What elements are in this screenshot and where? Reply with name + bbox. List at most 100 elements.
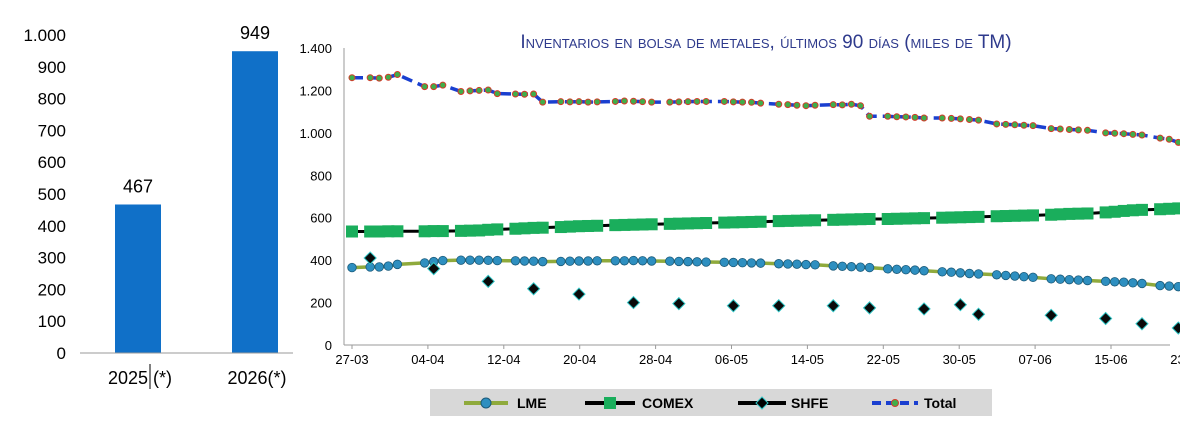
line-y-tick-label: 800 xyxy=(310,168,332,183)
total-point xyxy=(1074,126,1082,134)
total-point xyxy=(938,114,946,122)
lme-point xyxy=(810,260,820,270)
lme-point xyxy=(556,256,566,267)
lme-point xyxy=(1164,281,1174,291)
total-point xyxy=(530,90,538,98)
total-point xyxy=(684,98,692,106)
comex-point xyxy=(999,210,1012,223)
lme-point xyxy=(846,262,857,272)
total-point xyxy=(575,98,583,106)
total-point xyxy=(366,74,374,82)
comex-point xyxy=(1108,205,1121,218)
bar-chart: 0 100 200 300 400 500 600 700 800 900 1.000 467 202… xyxy=(23,23,293,389)
comex-point xyxy=(945,211,958,224)
bar-y-axis-ticks: 0 100 200 300 400 500 600 700 800 900 1.000 xyxy=(23,26,66,363)
comex-point xyxy=(809,214,822,227)
lme-point xyxy=(456,255,466,265)
total-point xyxy=(384,73,392,81)
lme-point xyxy=(937,267,947,277)
lme-point xyxy=(392,259,403,270)
comex-point xyxy=(1117,204,1130,217)
total-point xyxy=(584,98,592,106)
line-y-tick-label: 1.200 xyxy=(299,83,332,98)
shfe-point xyxy=(363,251,377,265)
total-point xyxy=(702,97,710,105)
comex-point xyxy=(954,211,967,224)
total-point xyxy=(557,98,565,106)
lme-point xyxy=(665,256,675,266)
total-point xyxy=(738,98,746,106)
comex-point xyxy=(700,217,713,230)
total-point xyxy=(439,81,447,89)
comex-point xyxy=(890,212,903,225)
bar-y-tick-label: 900 xyxy=(38,58,66,77)
legend-swatch-marker xyxy=(604,397,616,409)
shfe-point xyxy=(481,274,495,289)
legend-item-lme: LME xyxy=(464,395,547,411)
total-point xyxy=(1011,121,1019,129)
total-point xyxy=(748,98,756,106)
comex-point xyxy=(1017,209,1030,222)
total-point xyxy=(1129,130,1137,138)
comex-point xyxy=(908,212,921,225)
lme-point xyxy=(347,262,357,273)
total-point xyxy=(893,113,901,121)
shfe-point xyxy=(772,299,786,313)
legend-label: Total xyxy=(924,395,956,411)
comex-point xyxy=(1008,209,1021,222)
total-point xyxy=(729,98,737,106)
comex-point xyxy=(518,222,531,235)
comex-point xyxy=(972,210,985,223)
lme-point xyxy=(519,256,530,266)
comex-point xyxy=(1154,203,1167,216)
total-point xyxy=(521,90,529,98)
total-point xyxy=(457,87,465,95)
line-y-axis-ticks: 0 200 400 600 800 1.000 1.200 1.400 xyxy=(299,41,332,353)
total-point xyxy=(847,100,855,108)
lme-point xyxy=(1046,274,1056,284)
comex-point xyxy=(618,218,631,231)
legend-label: SHFE xyxy=(791,395,828,411)
total-point xyxy=(466,87,474,95)
comex-point xyxy=(736,216,749,229)
lme-point xyxy=(837,261,848,271)
lme-point xyxy=(1128,278,1138,288)
total-point xyxy=(965,115,973,123)
lme-point xyxy=(801,259,811,270)
total-point xyxy=(993,120,1001,128)
total-point xyxy=(793,101,801,109)
lme-point xyxy=(592,256,602,266)
bar-y-tick-label: 700 xyxy=(38,121,66,140)
lme-point xyxy=(991,270,1002,280)
total-point xyxy=(393,71,401,79)
comex-point xyxy=(836,213,849,226)
line-series-group xyxy=(346,71,1180,335)
comex-point xyxy=(1045,208,1058,221)
lme-point xyxy=(919,266,929,276)
comex-point xyxy=(609,219,622,232)
shfe-point xyxy=(971,307,986,321)
lme-point xyxy=(419,258,430,268)
lme-point xyxy=(892,264,902,274)
lme-point xyxy=(374,262,384,272)
lme-point xyxy=(1155,280,1165,291)
total-point xyxy=(911,113,919,121)
total-point xyxy=(838,101,846,109)
comex-point xyxy=(727,216,740,229)
bar-y-tick-label: 400 xyxy=(38,217,66,236)
lme-point xyxy=(1082,275,1093,286)
lme-point xyxy=(1119,277,1129,287)
comex-point xyxy=(1027,209,1039,222)
comex-point xyxy=(536,221,549,234)
lme-point xyxy=(1001,270,1011,281)
line-x-tick-label: 20-04 xyxy=(563,352,596,367)
comex-point xyxy=(827,213,840,226)
shfe-point xyxy=(427,261,441,276)
comex-point xyxy=(1081,207,1094,220)
comex-point xyxy=(382,225,395,238)
line-x-tick-label: 07-06 xyxy=(1018,352,1051,367)
total-point xyxy=(629,97,637,105)
line-y-tick-label: 400 xyxy=(310,253,332,268)
total-point xyxy=(430,83,438,91)
lme-point xyxy=(864,262,875,273)
